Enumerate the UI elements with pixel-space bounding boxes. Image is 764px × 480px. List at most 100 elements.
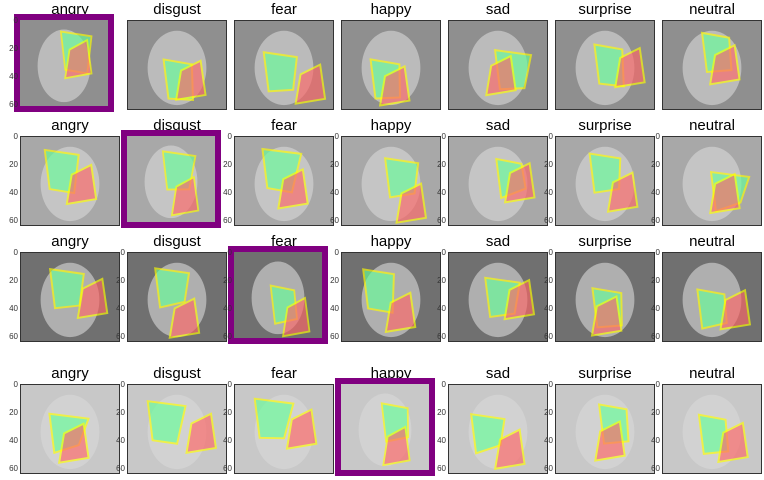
positive-region: [48, 267, 85, 310]
face-overlay: [449, 137, 547, 225]
face-overlay: [556, 21, 654, 109]
y-tick-label: 40: [437, 304, 446, 313]
y-tick-label: 20: [9, 408, 18, 417]
y-tick-label: 60: [223, 216, 232, 225]
panel-label: neutral: [689, 365, 735, 382]
face-overlay: [21, 385, 119, 473]
panel-label: angry: [51, 365, 89, 382]
negative-region: [65, 163, 98, 206]
panel-label: angry: [51, 233, 89, 250]
saliency-image: [127, 20, 227, 110]
y-tick-label: 0: [441, 248, 446, 257]
y-tick-label: 60: [9, 464, 18, 473]
face-overlay: [21, 137, 119, 225]
panel-label: sad: [485, 365, 511, 382]
saliency-image: [335, 378, 435, 476]
face-overlay: [663, 21, 761, 109]
y-axis-ticks: 0 20 40 60: [325, 132, 339, 226]
face-overlay: [128, 385, 226, 473]
saliency-image: [234, 136, 334, 226]
negative-region: [708, 43, 741, 86]
negative-region: [174, 59, 207, 102]
panel-label: neutral: [689, 1, 735, 18]
y-axis-ticks: 0 20 40 60: [539, 248, 553, 342]
negative-region: [382, 425, 411, 467]
negative-region: [378, 64, 411, 107]
face-overlay: [556, 385, 654, 473]
y-tick-label: 0: [13, 16, 18, 25]
panel-label: fear: [271, 1, 297, 18]
face-overlay: [20, 20, 108, 106]
y-tick-label: 20: [651, 408, 660, 417]
panel-label: happy: [370, 1, 412, 18]
saliency-image: [228, 246, 328, 344]
face-overlay: [235, 137, 333, 225]
face-overlay: [556, 137, 654, 225]
y-axis-ticks: 0 20 40 60: [432, 380, 446, 474]
face-overlay: [449, 21, 547, 109]
y-axis-ticks: 0 20 40 60: [4, 132, 18, 226]
saliency-image: [127, 252, 227, 342]
saliency-image: [127, 384, 227, 474]
negative-region: [503, 161, 536, 204]
y-tick-label: 0: [120, 248, 125, 257]
y-axis-ticks: 0 20 40 60: [218, 132, 232, 226]
y-axis-ticks: 0 20 40 60: [539, 380, 553, 474]
y-axis-ticks: 0 20 40 60: [325, 248, 339, 342]
y-tick-label: 20: [437, 276, 446, 285]
y-tick-label: 40: [651, 436, 660, 445]
saliency-image: [662, 20, 762, 110]
y-tick-label: 40: [116, 304, 125, 313]
y-tick-label: 20: [223, 160, 232, 169]
panel-label: fear: [271, 365, 297, 382]
y-tick-label: 40: [437, 436, 446, 445]
face-overlay: [449, 385, 547, 473]
saliency-image: [121, 130, 221, 228]
face-overlay: [342, 21, 440, 109]
y-tick-label: 0: [548, 248, 553, 257]
negative-region: [719, 288, 752, 331]
saliency-image: [555, 252, 655, 342]
y-tick-label: 40: [223, 188, 232, 197]
y-axis-ticks: 0 20 40 60: [432, 248, 446, 342]
saliency-image: [448, 252, 548, 342]
y-tick-label: 60: [9, 100, 18, 109]
y-tick-label: 40: [544, 304, 553, 313]
y-axis-ticks: 0 20 40 60: [432, 132, 446, 226]
y-tick-label: 60: [9, 332, 18, 341]
negative-region: [294, 63, 327, 105]
y-tick-label: 0: [441, 132, 446, 141]
y-tick-label: 60: [651, 332, 660, 341]
y-tick-label: 40: [330, 188, 339, 197]
y-tick-label: 20: [544, 160, 553, 169]
y-tick-label: 40: [9, 436, 18, 445]
y-tick-label: 40: [437, 188, 446, 197]
face-overlay: [342, 137, 440, 225]
y-tick-label: 20: [544, 408, 553, 417]
y-tick-label: 40: [223, 304, 232, 313]
panel-label: fear: [271, 117, 297, 134]
negative-region: [170, 175, 200, 217]
y-tick-label: 20: [9, 44, 18, 53]
panel-label: angry: [51, 1, 89, 18]
y-tick-label: 0: [13, 248, 18, 257]
saliency-image: [448, 136, 548, 226]
y-tick-label: 20: [9, 160, 18, 169]
y-tick-label: 0: [655, 132, 660, 141]
y-tick-label: 20: [223, 276, 232, 285]
negative-region: [614, 46, 646, 89]
y-tick-label: 40: [330, 304, 339, 313]
y-tick-label: 60: [9, 216, 18, 225]
face-overlay: [556, 253, 654, 341]
y-tick-label: 20: [116, 408, 125, 417]
saliency-image: [341, 252, 441, 342]
face-overlay: [127, 136, 215, 222]
y-tick-label: 40: [9, 188, 18, 197]
face-overlay: [128, 21, 226, 109]
face-overlay: [128, 253, 226, 341]
y-tick-label: 40: [9, 304, 18, 313]
panel-label: sad: [485, 117, 511, 134]
panel-label: surprise: [578, 365, 632, 382]
y-tick-label: 20: [330, 160, 339, 169]
